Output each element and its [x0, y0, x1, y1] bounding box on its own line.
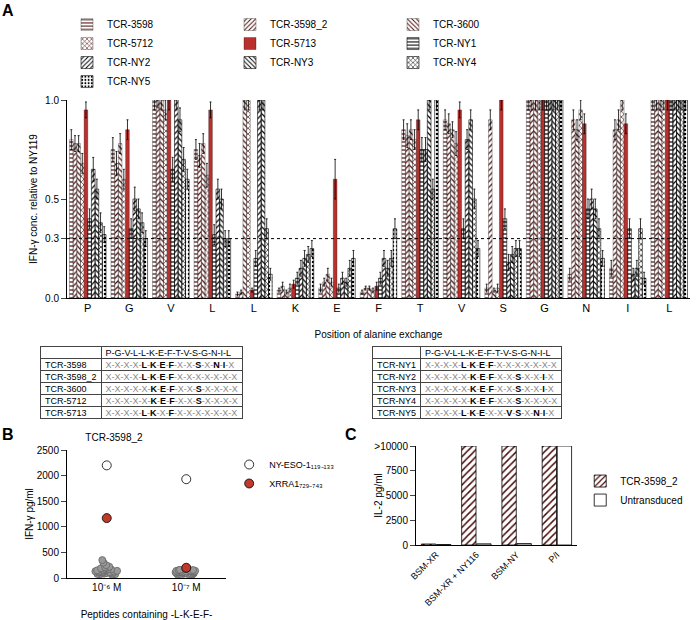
- svg-text:XRRA1₇₂₉₋₇₄₃: XRRA1₇₂₉₋₇₄₃: [269, 479, 323, 489]
- svg-text:5000: 5000: [386, 490, 409, 501]
- svg-text:2500: 2500: [386, 515, 409, 526]
- html-text:X - X - X - X - X - K - E - F: X - X - X - X - X - K - E - F - X - X - …: [105, 395, 238, 406]
- svg-text:BSM-NY: BSM-NY: [489, 550, 521, 582]
- svg-text:TCR-3598_2: TCR-3598_2: [620, 476, 678, 487]
- html-text:TCR-NY5: TCR-NY5: [377, 407, 416, 418]
- svg-text:Untransduced: Untransduced: [620, 495, 682, 506]
- svg-text:BSM-XR: BSM-XR: [409, 549, 441, 581]
- html-text:TCR-5713: TCR-5713: [45, 407, 87, 418]
- html-text:TCR-3600: TCR-3600: [45, 383, 87, 394]
- svg-text:500: 500: [42, 547, 59, 558]
- svg-text:E: E: [333, 302, 340, 314]
- svg-text:T: T: [417, 302, 424, 314]
- svg-text:Position of alanine exchange: Position of alanine exchange: [315, 329, 443, 340]
- html-text:X - X - X - X - L - K - X - F: X - X - X - X - L - K - X - F - X - X - …: [105, 407, 238, 418]
- svg-text:G: G: [125, 302, 134, 314]
- svg-text:TCR-3600: TCR-3600: [433, 19, 480, 30]
- svg-text:2000: 2000: [37, 470, 60, 481]
- svg-text:G: G: [540, 302, 549, 314]
- svg-text:TCR-5712: TCR-5712: [107, 38, 154, 49]
- svg-text:0.3: 0.3: [45, 233, 59, 244]
- html-text:P-G-V-L-L-K-E-F-T-V-S-G-N-I-L: P-G-V-L-L-K-E-F-T-V-S-G-N-I-L: [105, 347, 231, 358]
- svg-text:TCR-5713: TCR-5713: [270, 38, 317, 49]
- html-text:TCR-NY2: TCR-NY2: [377, 371, 416, 382]
- svg-text:0: 0: [53, 573, 59, 584]
- svg-text:IFN-γ pg/ml: IFN-γ pg/ml: [24, 488, 35, 540]
- svg-text:TCR-NY3: TCR-NY3: [270, 57, 314, 68]
- svg-text:P/I: P/I: [547, 550, 562, 565]
- svg-text:2500: 2500: [37, 445, 60, 456]
- svg-text:IFN-γ conc. relative to NY119: IFN-γ conc. relative to NY119: [28, 134, 39, 264]
- html-text:C: C: [345, 426, 357, 443]
- svg-text:Peptides containing -L-K-E-F-: Peptides containing -L-K-E-F-: [81, 609, 213, 620]
- svg-text:0.5: 0.5: [45, 194, 59, 205]
- svg-text:V: V: [458, 302, 466, 314]
- svg-text:>10000: >10000: [374, 441, 408, 452]
- svg-text:IL-2 pg/ml: IL-2 pg/ml: [373, 473, 384, 517]
- html-text:X - X - X - X - L - K - E - F: X - X - X - X - L - K - E - F - X - X - …: [425, 359, 557, 370]
- svg-text:NY-ESO-1₁₁₉₋₁₃₃: NY-ESO-1₁₁₉₋₁₃₃: [269, 460, 334, 470]
- svg-text:F: F: [375, 302, 382, 314]
- svg-text:I: I: [626, 302, 629, 314]
- html-text:X - X - X - X - X - K - E - F: X - X - X - X - X - K - E - F - X - X - …: [425, 371, 554, 382]
- svg-text:TCR-NY5: TCR-NY5: [107, 76, 151, 87]
- html-text:P-G-V-L-L-K-E-F-T-V-S-G-N-I-L: P-G-V-L-L-K-E-F-T-V-S-G-N-I-L: [425, 347, 551, 358]
- svg-text:0.0: 0.0: [45, 293, 59, 304]
- html-text:TCR-5712: TCR-5712: [45, 395, 87, 406]
- svg-text:TCR-3598: TCR-3598: [107, 19, 154, 30]
- html-text:B: B: [2, 426, 14, 443]
- svg-text:TCR-NY2: TCR-NY2: [107, 57, 151, 68]
- svg-text:P: P: [84, 302, 91, 314]
- svg-text:L: L: [251, 302, 257, 314]
- html-text:X - X - X - X - X - K - E - F: X - X - X - X - X - K - E - F - X - X - …: [425, 383, 554, 394]
- svg-text:N: N: [582, 302, 590, 314]
- html-text:A: A: [2, 2, 14, 19]
- svg-text:L: L: [209, 302, 215, 314]
- svg-text:V: V: [167, 302, 175, 314]
- svg-text:7500: 7500: [386, 465, 409, 476]
- svg-text:1000: 1000: [37, 521, 60, 532]
- svg-text:TCR-3598_2: TCR-3598_2: [270, 19, 328, 30]
- html-text:X - X - X - X - X - K - E - F: X - X - X - X - X - K - E - F - X - X - …: [425, 395, 558, 406]
- html-text:X - X - X - X - X - K - E - F: X - X - X - X - X - K - E - F - X - X - …: [105, 383, 238, 394]
- svg-text:S: S: [499, 302, 506, 314]
- svg-text:K: K: [292, 302, 300, 314]
- html-text:TCR-NY3: TCR-NY3: [377, 383, 416, 394]
- svg-text:TCR-NY1: TCR-NY1: [433, 38, 477, 49]
- html-text:X - X - X - X - L - K - E - X: X - X - X - X - L - K - E - X - X - V - …: [425, 407, 555, 418]
- svg-text:1.0: 1.0: [45, 95, 59, 106]
- svg-text:BSM-XR + NY116: BSM-XR + NY116: [423, 550, 481, 608]
- svg-text:TCR-NY4: TCR-NY4: [433, 57, 477, 68]
- html-text:X - X - X - X - L - K - E - F: X - X - X - X - L - K - E - F - X - X - …: [105, 359, 235, 370]
- svg-text:1500: 1500: [37, 496, 60, 507]
- svg-text:L: L: [666, 302, 672, 314]
- svg-text:TCR-3598_2: TCR-3598_2: [85, 432, 143, 443]
- html-text:X - X - X - X - L - K - E - F: X - X - X - X - L - K - E - F - X - X - …: [105, 371, 238, 382]
- svg-text:10⁻⁷ M: 10⁻⁷ M: [172, 582, 201, 593]
- html-text:TCR-NY4: TCR-NY4: [377, 395, 416, 406]
- html-text:TCR-3598_2: TCR-3598_2: [45, 371, 97, 382]
- html-text:TCR-3598: TCR-3598: [45, 359, 87, 370]
- svg-text:0: 0: [402, 540, 408, 551]
- svg-text:10⁻⁶ M: 10⁻⁶ M: [92, 582, 121, 593]
- html-text:TCR-NY1: TCR-NY1: [377, 359, 416, 370]
